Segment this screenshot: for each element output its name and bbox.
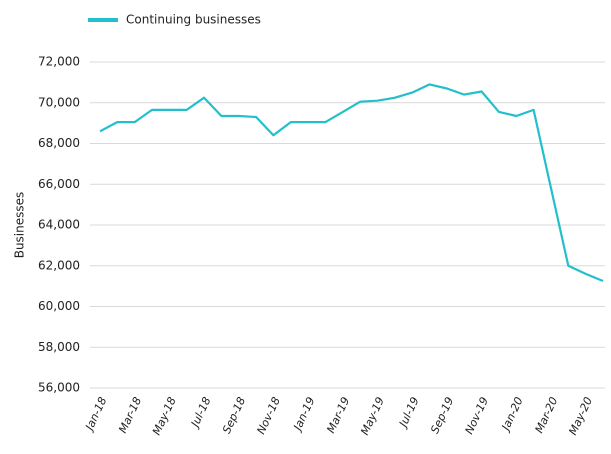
x-tick-label: Sep-19: [428, 395, 456, 436]
x-tick-label: May-19: [358, 395, 387, 437]
x-tick-label: Jan-20: [498, 395, 525, 434]
x-tick-label: Mar-18: [116, 395, 144, 435]
data-line: [99, 83, 604, 283]
x-tick-label: Nov-19: [463, 395, 491, 436]
x-tick-label: Sep-18: [220, 395, 248, 436]
y-tick-label: 56,000: [38, 381, 80, 395]
y-tick-label: 60,000: [38, 299, 80, 313]
x-tick-label: Jan-19: [290, 395, 317, 434]
x-tick-label: Jul-18: [188, 395, 214, 431]
y-tick-label: 70,000: [38, 95, 80, 109]
x-tick-label: Jan-18: [82, 395, 109, 434]
y-axis-label: Businesses: [13, 192, 27, 259]
y-tick-label: 66,000: [38, 177, 80, 191]
y-tick-label: 68,000: [38, 136, 80, 150]
x-tick-label: Mar-20: [533, 395, 561, 435]
legend-label: Continuing businesses: [126, 13, 261, 27]
y-tick-label: 72,000: [38, 55, 80, 69]
y-tick-label: 64,000: [38, 218, 80, 232]
x-tick-label: May-18: [150, 395, 179, 437]
x-tick-label: Jul-19: [396, 395, 422, 431]
y-tick-label: 62,000: [38, 258, 80, 272]
x-tick-label: Nov-18: [254, 395, 282, 436]
x-tick-label: Mar-19: [324, 395, 352, 435]
y-tick-label: 58,000: [38, 340, 80, 354]
x-tick-label: May-20: [566, 395, 595, 437]
